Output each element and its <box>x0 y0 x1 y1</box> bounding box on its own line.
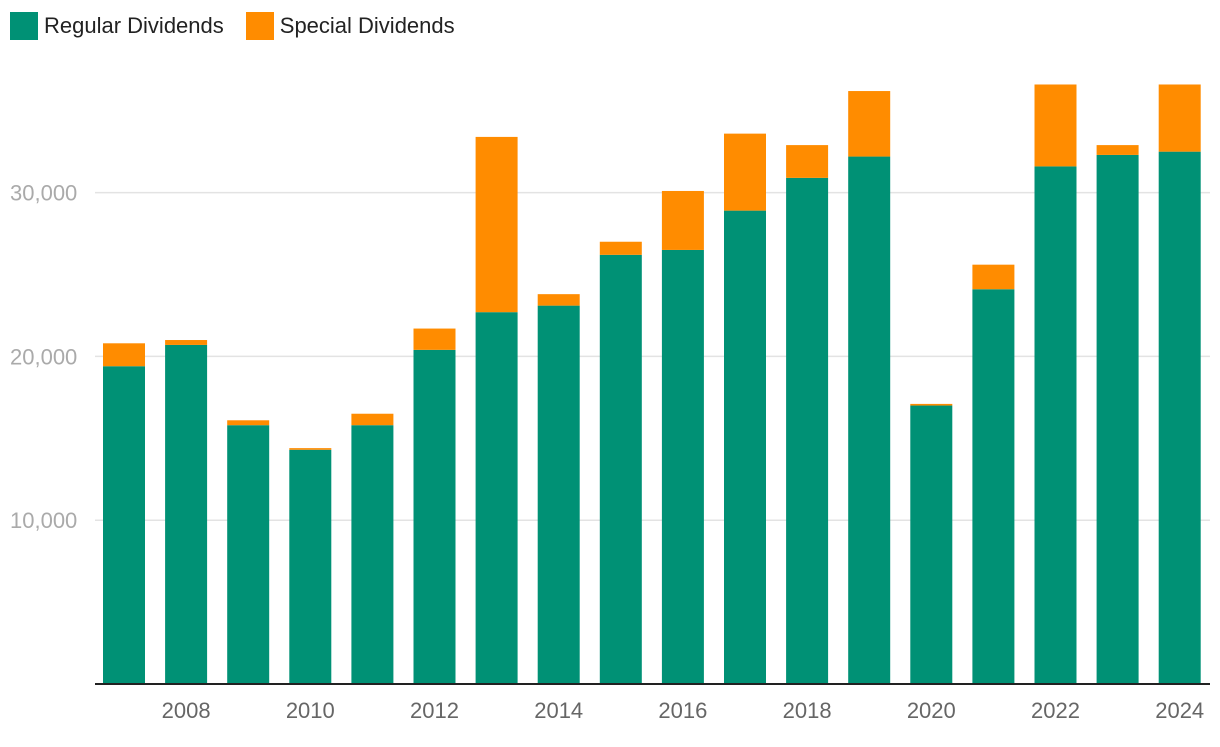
bar-special-dividend <box>599 241 642 255</box>
x-tick-label: 2016 <box>658 698 707 723</box>
bar-special-dividend <box>910 403 953 406</box>
bar-regular-dividend <box>227 425 270 684</box>
bar-regular-dividend <box>786 177 829 684</box>
x-tick-label: 2022 <box>1031 698 1080 723</box>
y-tick-label: 20,000 <box>10 344 77 369</box>
bar-special-dividend <box>661 190 704 250</box>
x-tick-label: 2012 <box>410 698 459 723</box>
x-tick-label: 2010 <box>286 698 335 723</box>
bar-regular-dividend <box>910 405 953 684</box>
bar-special-dividend <box>413 328 456 350</box>
bar-special-dividend <box>103 343 145 367</box>
x-tick-label: 2014 <box>534 698 583 723</box>
bar-regular-dividend <box>351 425 394 684</box>
legend-item-special: Special Dividends <box>245 12 455 40</box>
bar-regular-dividend <box>599 254 642 684</box>
bar-special-dividend <box>537 294 580 306</box>
bar-special-dividend <box>165 340 208 345</box>
bar-regular-dividend <box>848 156 891 685</box>
bar-regular-dividend <box>475 312 518 684</box>
bar-regular-dividend <box>972 289 1015 684</box>
legend-label-special: Special Dividends <box>279 13 455 38</box>
bar-special-dividend <box>475 136 518 313</box>
bar-special-dividend <box>724 133 766 211</box>
bar-special-dividend <box>289 448 332 450</box>
x-tick-label: 2018 <box>783 698 832 723</box>
x-tick-label: 2008 <box>162 698 211 723</box>
y-tick-label: 10,000 <box>10 508 77 533</box>
bar-regular-dividend <box>1158 151 1201 684</box>
bar-special-dividend <box>848 91 891 157</box>
bar-regular-dividend <box>1096 154 1139 684</box>
bar-regular-dividend <box>661 249 704 684</box>
bar-regular-dividend <box>724 210 766 685</box>
x-tick-label: 2020 <box>907 698 956 723</box>
bar-special-dividend <box>786 145 829 178</box>
bar-special-dividend <box>1034 84 1077 167</box>
legend-swatch-special <box>245 12 274 40</box>
bar-special-dividend <box>972 264 1015 290</box>
bar-special-dividend <box>1096 145 1139 155</box>
bar-regular-dividend <box>537 305 580 684</box>
x-tick-label: 2024 <box>1155 698 1204 723</box>
bar-regular-dividend <box>289 449 332 684</box>
bar-regular-dividend <box>165 344 208 684</box>
legend-label-regular: Regular Dividends <box>44 13 224 38</box>
chart-legend: Regular Dividends Special Dividends <box>10 12 455 40</box>
bar-special-dividend <box>1158 84 1201 152</box>
legend-swatch-regular <box>10 12 38 40</box>
bar-regular-dividend <box>413 349 456 684</box>
legend-item-regular: Regular Dividends <box>10 12 224 40</box>
bar-regular-dividend <box>1034 166 1077 685</box>
y-tick-label: 30,000 <box>10 181 77 206</box>
bar-regular-dividend <box>103 366 145 684</box>
bar-special-dividend <box>227 420 270 426</box>
bar-special-dividend <box>351 413 394 426</box>
